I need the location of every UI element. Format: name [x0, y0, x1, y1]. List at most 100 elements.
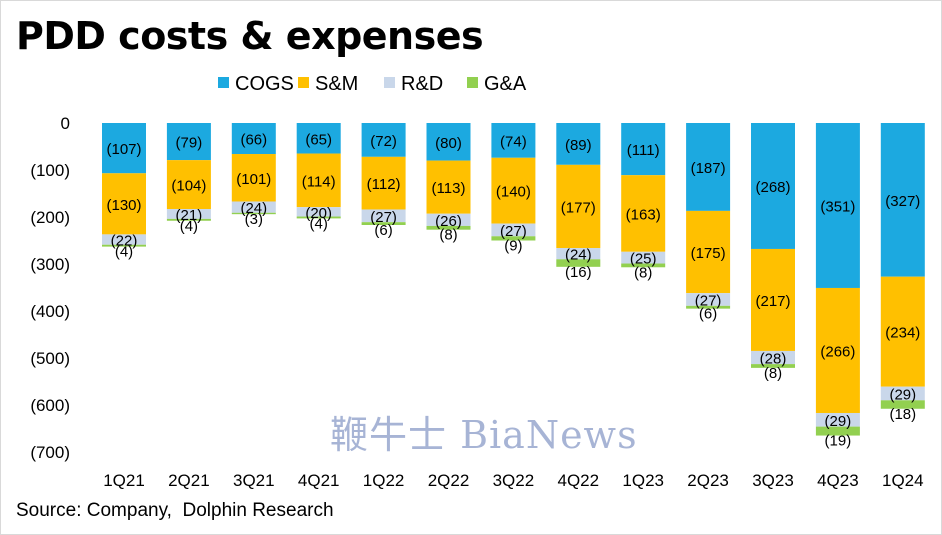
data-label: (20) — [305, 205, 332, 222]
bar-sm — [751, 248, 795, 351]
data-label: (104) — [171, 178, 206, 195]
bar-cogs — [556, 123, 601, 165]
data-label: (4) — [115, 244, 133, 261]
x-tick-label: 4Q21 — [298, 471, 340, 490]
bar-rd — [361, 209, 406, 223]
data-label: (4) — [180, 218, 198, 235]
data-label: (8) — [439, 227, 457, 244]
x-tick-label: 1Q21 — [103, 471, 145, 490]
legend-swatch-1 — [298, 77, 309, 88]
x-tick-label: 3Q23 — [752, 471, 794, 490]
y-tick-label: (500) — [30, 349, 70, 368]
data-label: (9) — [504, 238, 522, 255]
bar-rd — [880, 386, 925, 401]
bar-sm — [426, 160, 471, 214]
data-label: (4) — [310, 215, 328, 232]
bar-sm — [102, 173, 146, 235]
bar-cogs — [686, 123, 731, 211]
data-label: (26) — [435, 213, 462, 230]
bar-rd — [296, 207, 341, 217]
data-label: (25) — [630, 251, 657, 268]
legend-label-2: R&D — [401, 73, 443, 95]
bar-sm — [621, 175, 666, 252]
data-label: (28) — [760, 351, 787, 368]
data-label: (163) — [626, 206, 661, 223]
bar-rd — [231, 201, 276, 213]
bar-rd — [491, 223, 536, 237]
data-label: (140) — [496, 184, 531, 201]
bar-cogs — [361, 123, 406, 157]
data-label: (80) — [435, 135, 462, 152]
legend-label-0: COGS — [235, 73, 294, 95]
legend-swatch-3 — [467, 77, 478, 88]
data-label: (21) — [176, 207, 203, 224]
data-label: (74) — [500, 133, 527, 150]
data-label: (6) — [374, 222, 392, 239]
chart-title: PDD costs & expenses — [16, 14, 484, 58]
legend-swatch-2 — [384, 77, 395, 88]
bar-ga — [621, 263, 666, 268]
y-tick-label: (100) — [30, 161, 70, 180]
data-label: (112) — [367, 176, 401, 193]
bar-ga — [815, 426, 860, 436]
x-axis: 1Q21 2Q21 3Q21 4Q21 1Q22 2Q22 3Q22 4Q22 1Q23 2Q23… — [103, 471, 923, 490]
bar-cogs — [815, 123, 860, 288]
y-tick-label: (600) — [30, 396, 70, 415]
bar-cogs — [296, 123, 341, 154]
bar-rd — [166, 209, 211, 219]
bar-sm — [556, 164, 601, 249]
x-tick-label: 4Q22 — [558, 471, 600, 490]
data-label: (8) — [764, 365, 782, 382]
legend-swatch-0 — [218, 77, 229, 88]
data-label: (6) — [699, 306, 717, 323]
bar-cogs — [491, 123, 536, 158]
bar-rd — [102, 234, 146, 245]
data-label: (89) — [565, 137, 592, 154]
bar-cogs — [102, 123, 146, 174]
bar-sm — [491, 157, 536, 224]
data-label: (24) — [565, 247, 592, 264]
bar-ga — [231, 212, 276, 215]
data-label: (111) — [627, 142, 660, 159]
data-label: (101) — [236, 171, 271, 188]
bar-sm — [296, 153, 341, 208]
bar-cogs — [231, 123, 276, 155]
data-label: (29) — [825, 413, 852, 430]
data-label: (24) — [240, 200, 267, 217]
bar-rd — [556, 248, 601, 260]
data-label: (27) — [370, 209, 397, 226]
bar-rd — [751, 350, 795, 365]
data-label: (327) — [885, 193, 920, 210]
data-label: (29) — [889, 386, 916, 403]
bar-sm — [231, 154, 276, 202]
data-label: (351) — [820, 198, 855, 215]
x-tick-label: 1Q22 — [363, 471, 405, 490]
x-tick-label: 2Q22 — [428, 471, 470, 490]
bar-cogs — [426, 123, 471, 161]
data-label: (22) — [111, 233, 138, 250]
bar-ga — [556, 259, 601, 267]
bar-sm — [361, 156, 406, 210]
legend: COGS S&M R&D G&A — [218, 73, 527, 95]
x-tick-label: 2Q21 — [168, 471, 210, 490]
data-label: (8) — [634, 264, 652, 281]
data-label: (114) — [302, 173, 336, 190]
x-tick-label: 2Q23 — [687, 471, 729, 490]
bar-ga — [686, 305, 731, 309]
x-tick-label: 1Q24 — [882, 471, 924, 490]
bar-cogs — [880, 123, 925, 277]
data-label: (27) — [500, 223, 527, 240]
bar-ga — [361, 222, 406, 225]
data-label: (234) — [885, 325, 920, 342]
data-label: (113) — [432, 180, 466, 197]
data-label: (66) — [240, 132, 267, 149]
bar-sm — [686, 210, 731, 294]
bar-ga — [296, 216, 341, 219]
data-label: (217) — [755, 293, 790, 310]
bar-ga — [491, 236, 536, 241]
chart-source: Source: Company, Dolphin Research — [16, 500, 334, 521]
x-tick-label: 3Q21 — [233, 471, 275, 490]
bar-rd — [686, 293, 731, 306]
y-axis: 0 (100) (200) (300) (400) (500) (600) (700) — [30, 114, 70, 462]
